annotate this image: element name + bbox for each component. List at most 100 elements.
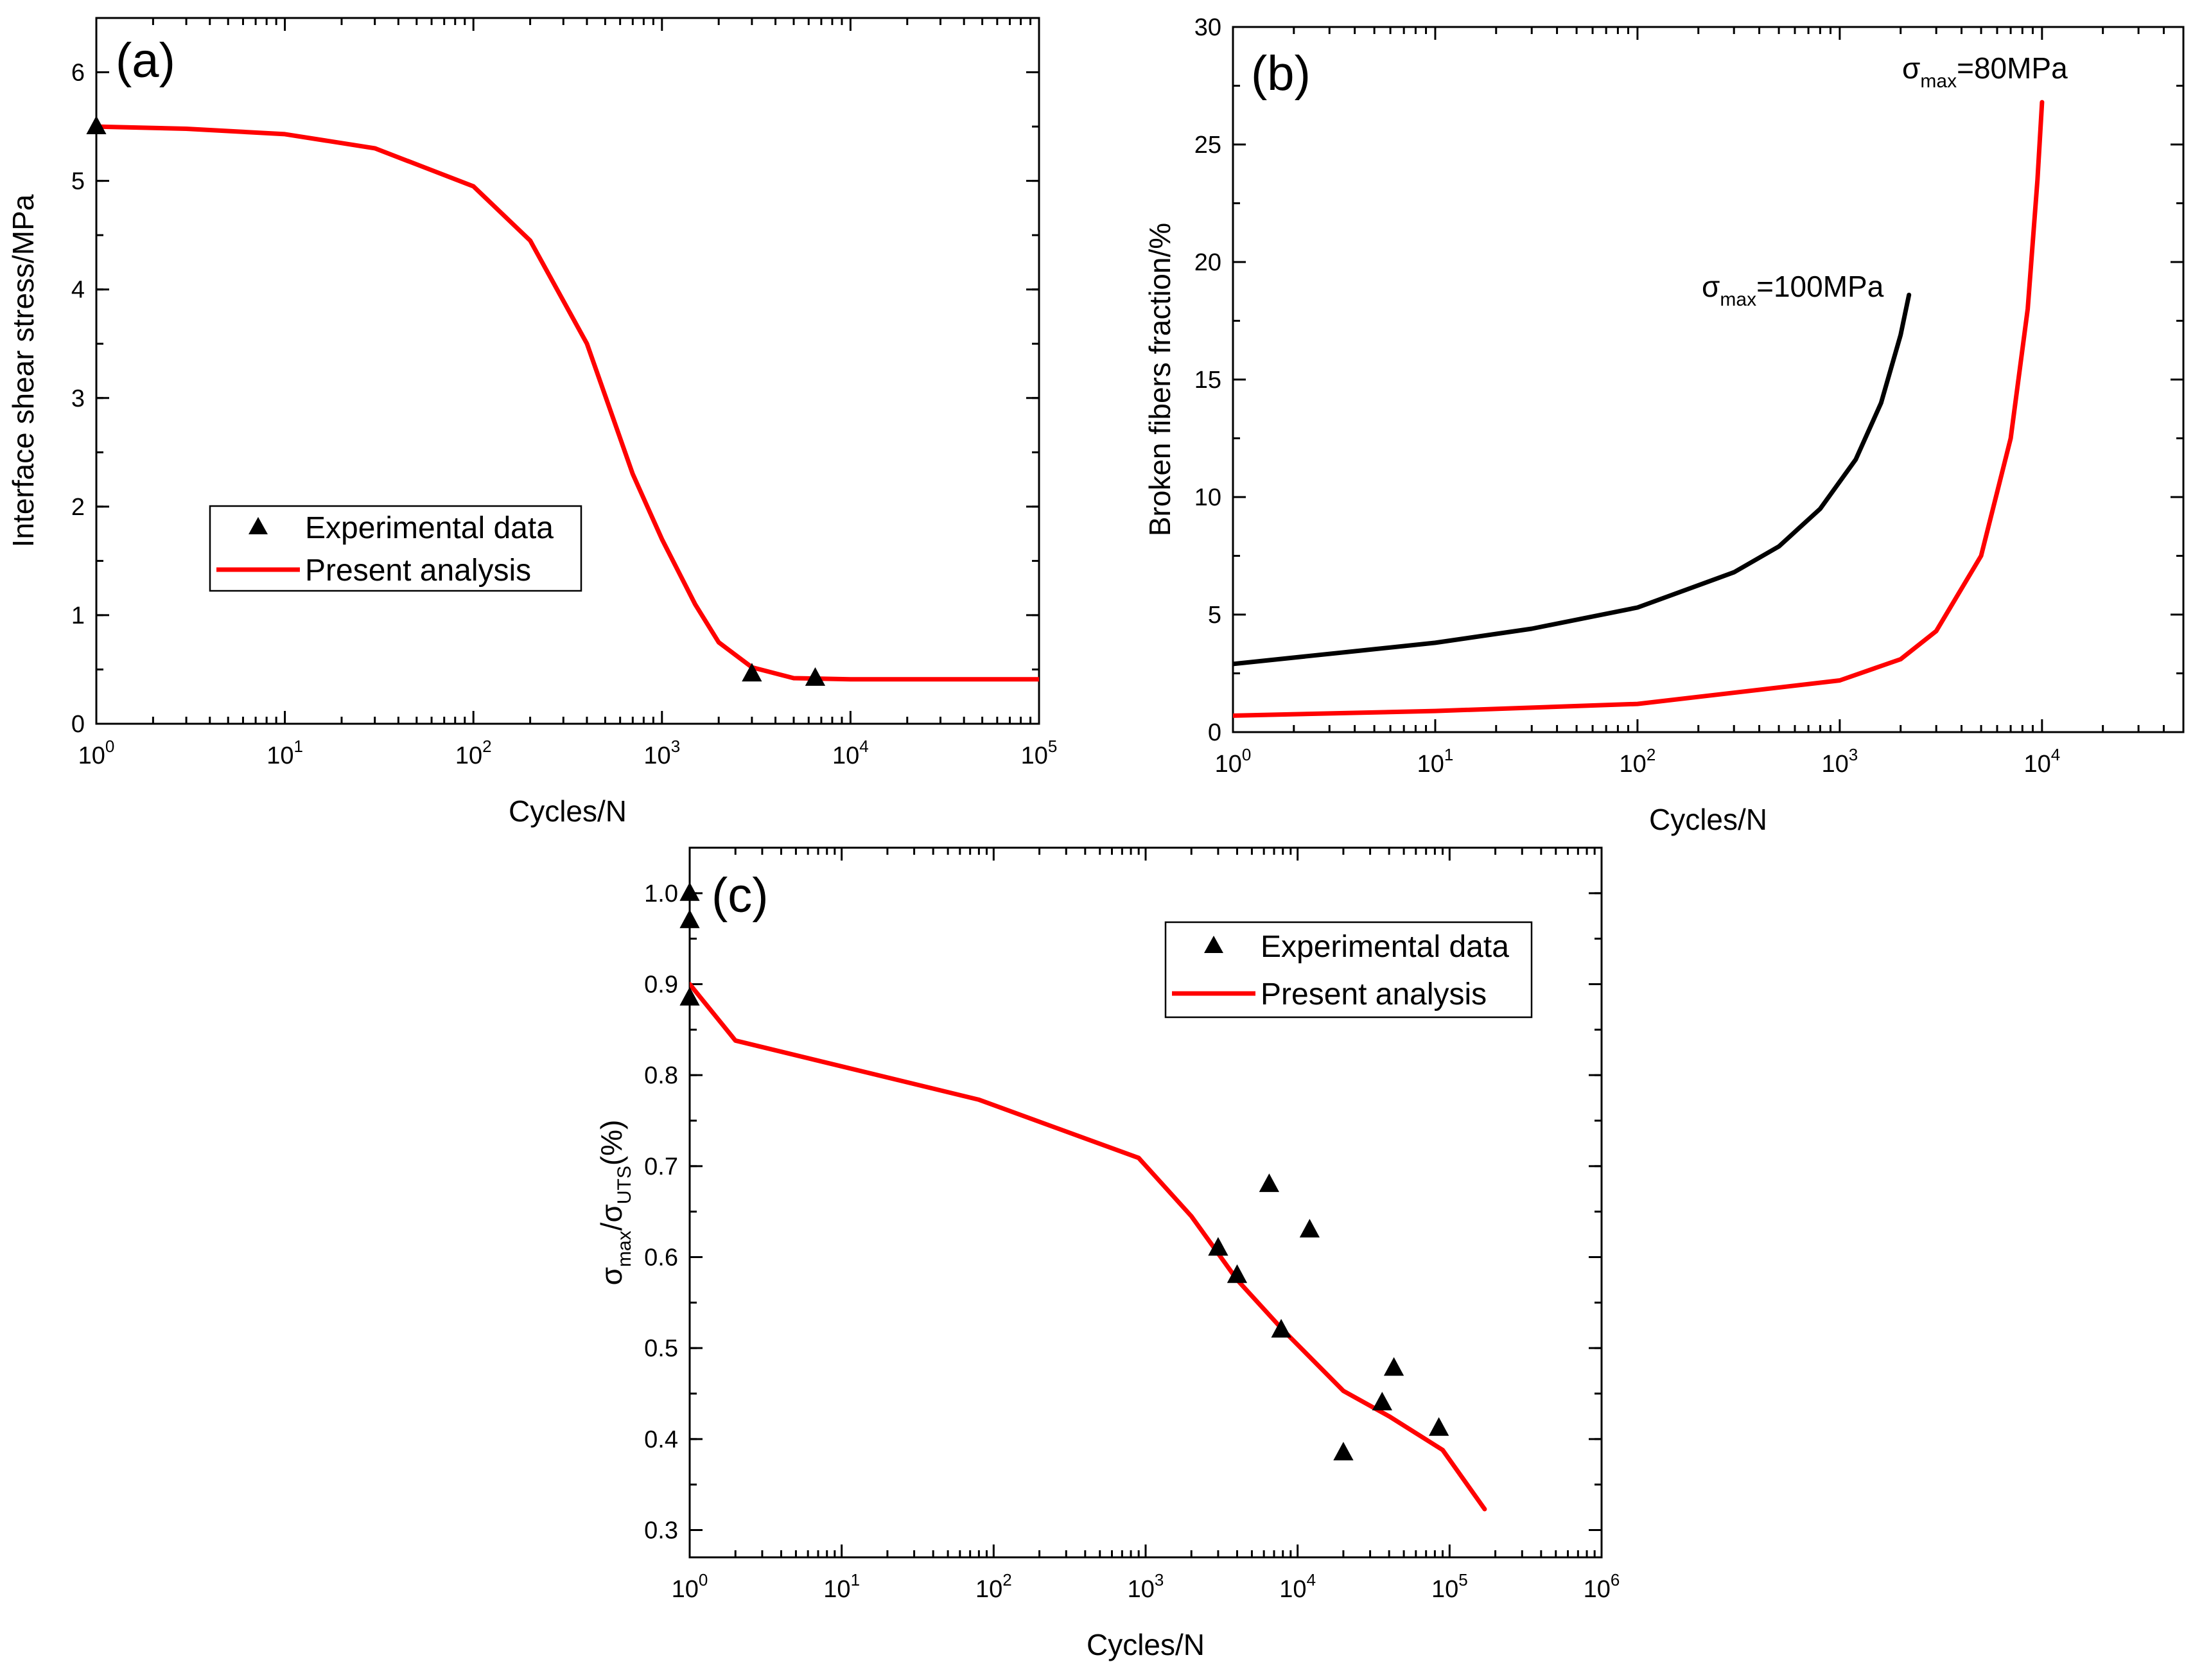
x-tick-exponent: 3 — [1155, 1570, 1164, 1589]
y-tick-label: 25 — [1194, 132, 1221, 159]
legend-entry: Present analysis — [1261, 977, 1487, 1011]
x-tick-exponent: 0 — [699, 1570, 708, 1589]
panel-label: (a) — [116, 33, 175, 88]
x-axis-title: Cycles/N — [1649, 803, 1767, 836]
data-point-triangle — [86, 116, 107, 134]
x-tick-base: 10 — [643, 742, 670, 769]
y-tick-label: 6 — [71, 60, 85, 87]
data-point-triangle — [679, 986, 700, 1006]
data-point-triangle — [679, 909, 700, 929]
x-tick-label: 105 — [1021, 737, 1058, 769]
series-line-0 — [1233, 292, 1912, 667]
y-axis-title: Interface shear stress/MPa — [6, 194, 40, 547]
x-tick-base: 10 — [78, 742, 105, 769]
x-tick-label: 102 — [455, 737, 492, 769]
data-point-triangle — [742, 663, 762, 682]
data-point-triangle — [1383, 1357, 1404, 1376]
x-tick-base: 10 — [1417, 751, 1444, 778]
y-axis-sub-uts: UTS — [614, 1166, 635, 1204]
x-tick-label: 102 — [975, 1570, 1012, 1603]
x-tick-base: 10 — [672, 1576, 699, 1603]
x-tick-label: 106 — [1584, 1570, 1620, 1603]
x-tick-exponent: 3 — [1849, 745, 1858, 764]
data-point-triangle — [1227, 1264, 1248, 1283]
y-axis-sigma: σ — [595, 1267, 628, 1285]
y-tick-label: 0.8 — [644, 1062, 678, 1089]
y-tick-label: 1 — [71, 602, 85, 629]
plot-frame — [95, 17, 1040, 725]
data-point-triangle — [1271, 1318, 1291, 1338]
x-tick-base: 10 — [832, 742, 859, 769]
y-tick-label: 0.3 — [644, 1518, 678, 1544]
panel-label: (b) — [1251, 46, 1311, 101]
legend-box — [1164, 921, 1533, 1019]
annotation-sub-max: max — [1720, 289, 1756, 310]
y-axis-sigma: σ — [595, 1204, 628, 1222]
data-point-triangle — [805, 667, 826, 686]
y-tick-label: 0.6 — [644, 1245, 678, 1272]
x-tick-exponent: 3 — [671, 737, 680, 756]
panel-c: 100 101 102 103 104 105 1060.30.40.50.60.70.80… — [595, 846, 1620, 1661]
x-tick-exponent: 5 — [1458, 1570, 1467, 1589]
data-point-triangle — [1372, 1392, 1392, 1411]
x-tick-exponent: 2 — [1647, 745, 1656, 764]
annotation-sub-max: max — [1920, 71, 1957, 92]
x-tick-base: 10 — [1279, 1576, 1306, 1603]
y-tick-label: 0.5 — [644, 1335, 678, 1362]
x-tick-exponent: 2 — [482, 737, 491, 756]
x-tick-label: 101 — [1417, 745, 1454, 778]
y-tick-label: 15 — [1194, 367, 1221, 394]
x-tick-base: 10 — [1128, 1576, 1155, 1603]
y-axis-unit: (%) — [595, 1120, 628, 1166]
x-tick-base: 10 — [1021, 742, 1048, 769]
x-tick-label: 105 — [1431, 1570, 1468, 1603]
y-axis-sub-max: max — [614, 1230, 635, 1267]
x-tick-base: 10 — [975, 1576, 1002, 1603]
x-tick-base: 10 — [1215, 751, 1242, 778]
y-tick-label: 1.0 — [644, 880, 678, 907]
legend-box — [209, 505, 582, 592]
x-tick-exponent: 2 — [1002, 1570, 1011, 1589]
x-tick-label: 103 — [1128, 1570, 1164, 1603]
y-axis-slash: / — [595, 1222, 628, 1230]
y-tick-label: 0.9 — [644, 972, 678, 999]
x-axis-title: Cycles/N — [509, 794, 627, 828]
y-tick-label: 20 — [1194, 249, 1221, 276]
y-tick-label: 5 — [71, 168, 85, 195]
x-tick-base: 10 — [2023, 751, 2050, 778]
x-tick-base: 10 — [267, 742, 293, 769]
y-tick-label: 2 — [71, 494, 85, 521]
series-line-1 — [1233, 100, 2045, 718]
y-tick-label: 30 — [1194, 14, 1221, 41]
x-tick-base: 10 — [1822, 751, 1849, 778]
x-tick-label: 104 — [1279, 1570, 1316, 1603]
panel-a: 100 101 102 103 104 1050123456Cycles/NInterfa… — [6, 17, 1058, 828]
x-tick-label: 101 — [267, 737, 303, 769]
y-axis-title: σmax/σUTS(%) — [595, 1120, 635, 1286]
x-tick-exponent: 6 — [1611, 1570, 1620, 1589]
x-tick-label: 103 — [643, 737, 680, 769]
x-tick-base: 10 — [1584, 1576, 1611, 1603]
x-tick-label: 104 — [2023, 745, 2060, 778]
x-tick-base: 10 — [455, 742, 482, 769]
annotation-sigma: σ — [1902, 51, 1920, 85]
y-tick-label: 0 — [71, 711, 85, 738]
x-tick-exponent: 5 — [1048, 737, 1057, 756]
series-annotation: σmax=80MPa — [1902, 51, 2068, 92]
annotation-sigma: σ — [1702, 270, 1720, 303]
panel-b: 100 101 102 103 104051015202530Cycles/NBroke… — [1143, 14, 2185, 836]
y-axis-title: Broken fibers fraction/% — [1143, 223, 1176, 536]
x-tick-exponent: 1 — [851, 1570, 860, 1589]
x-tick-label: 103 — [1822, 745, 1858, 778]
x-tick-base: 10 — [1431, 1576, 1458, 1603]
legend-entry: Experimental data — [305, 511, 554, 545]
x-tick-label: 100 — [78, 737, 115, 769]
data-point-triangle — [679, 882, 700, 901]
x-tick-exponent: 4 — [1307, 1570, 1316, 1589]
annotation-value: =100MPa — [1756, 270, 1884, 303]
data-point-triangle — [1299, 1219, 1320, 1238]
x-tick-label: 101 — [823, 1570, 860, 1603]
x-tick-label: 100 — [672, 1570, 708, 1603]
data-point-triangle — [1333, 1442, 1354, 1460]
